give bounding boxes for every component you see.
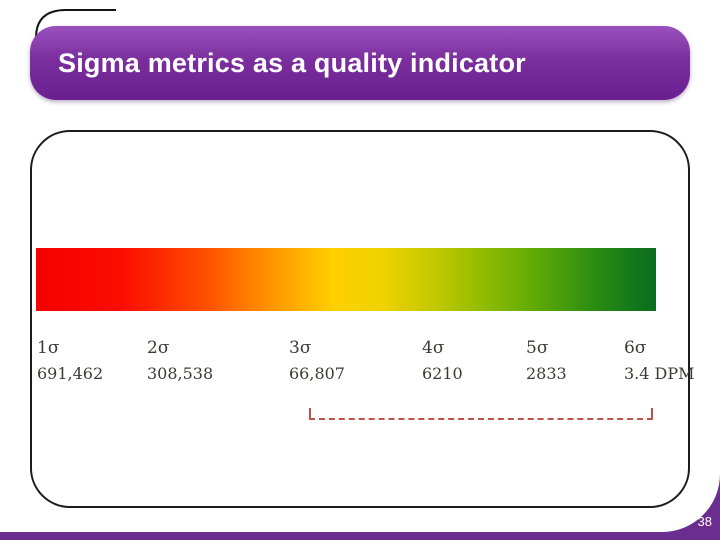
- sigma-value: 2833: [526, 364, 567, 383]
- sigma-level-1: 1σ 691,462: [37, 338, 103, 383]
- sigma-label: 6σ: [624, 338, 647, 358]
- sigma-value: 6210: [422, 364, 463, 383]
- sigma-label: 4σ: [422, 338, 445, 358]
- sigma-level-5: 5σ 2833: [526, 338, 567, 383]
- sigma-value: 308,538: [147, 364, 214, 383]
- slide-title: Sigma metrics as a quality indicator: [58, 47, 526, 78]
- sigma-label: 1σ: [37, 338, 60, 358]
- sigma-value: 691,462: [37, 364, 104, 383]
- sigma-label: 5σ: [526, 338, 549, 358]
- sigma-level-6: 6σ 3.4 DPM: [624, 338, 695, 383]
- sigma-label: 2σ: [147, 338, 170, 358]
- sigma-level-3: 3σ 66,807: [289, 338, 345, 383]
- three-to-six-sigma-bracket: [309, 408, 653, 420]
- sigma-level-4: 4σ 6210: [422, 338, 463, 383]
- sigma-value: 3.4 DPM: [624, 364, 695, 383]
- page-number: 38: [697, 514, 712, 529]
- sigma-label: 3σ: [289, 338, 312, 358]
- content-frame: 1σ 691,462 2σ 308,538 3σ 66,807 4σ 6210 …: [30, 130, 695, 508]
- title-banner: Sigma metrics as a quality indicator: [30, 26, 690, 100]
- sigma-level-2: 2σ 308,538: [147, 338, 213, 383]
- sigma-gradient-bar: [36, 248, 656, 311]
- sigma-value: 66,807: [289, 364, 345, 383]
